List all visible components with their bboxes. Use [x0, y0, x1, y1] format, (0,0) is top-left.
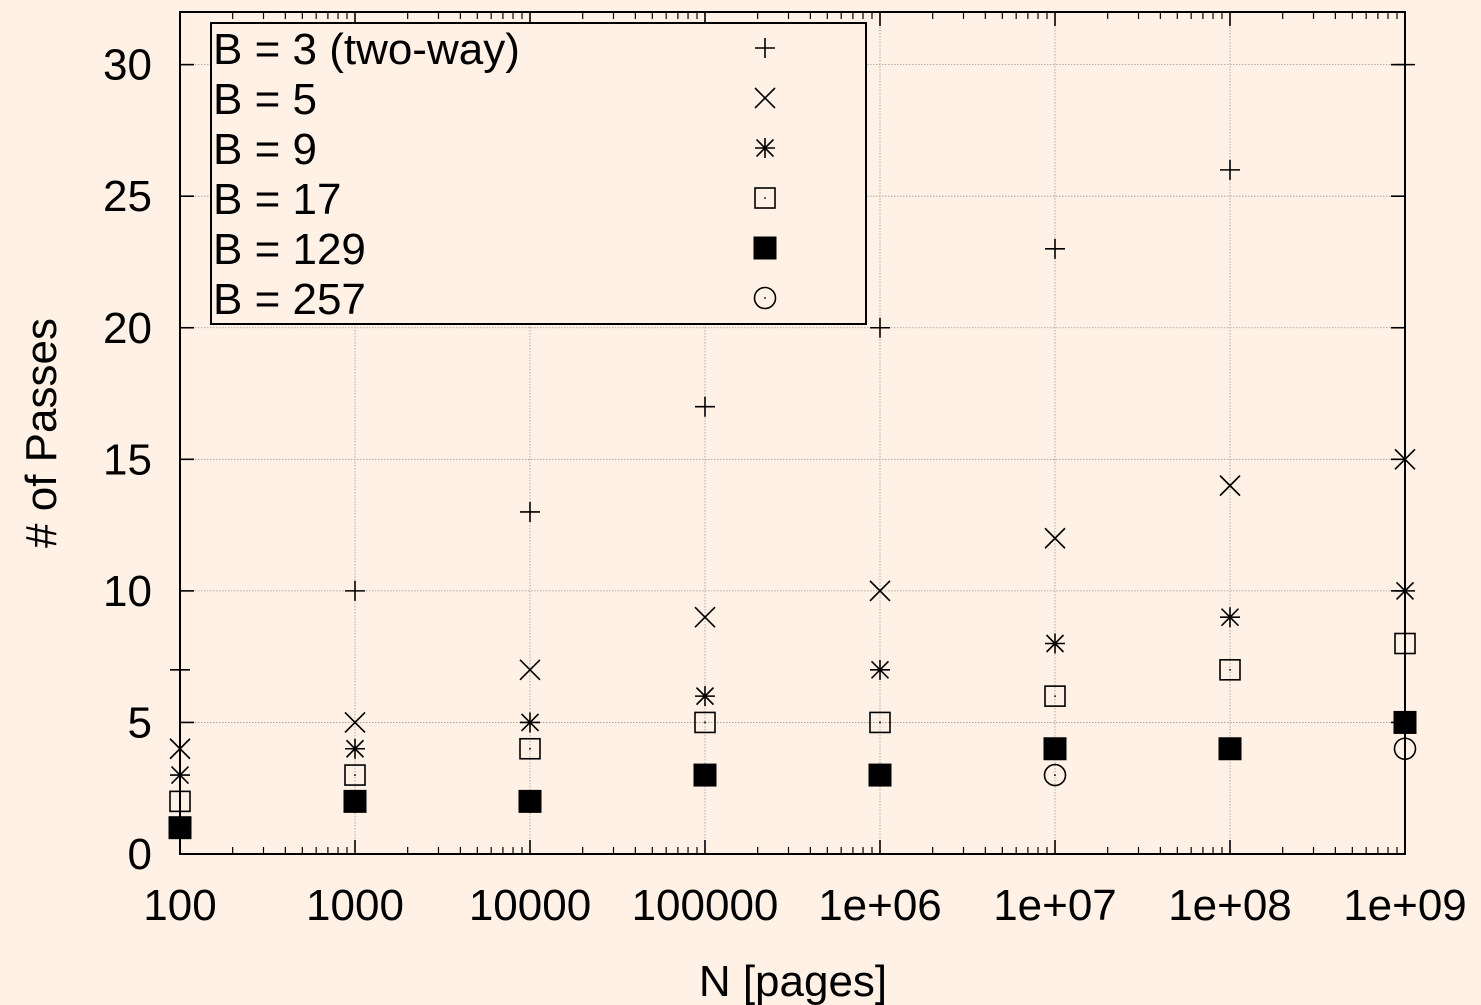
data-point: [695, 686, 715, 707]
x-tick-label: 1e+08: [1168, 881, 1292, 930]
x-tick-label: 100: [143, 881, 216, 930]
legend-label: B = 257: [213, 275, 366, 324]
x-tick-label: 1e+06: [818, 881, 942, 930]
y-tick-label: 15: [103, 435, 152, 484]
legend-marker: [753, 286, 777, 310]
data-point: [1045, 238, 1065, 259]
legend-marker: [753, 236, 777, 260]
y-axis: 0 5 10 15 20 25 30: [103, 41, 1405, 879]
data-point: [518, 790, 542, 813]
data-point: [694, 711, 716, 734]
data-point: [694, 606, 716, 628]
y-tick-label: 0: [128, 830, 152, 879]
data-point: [345, 738, 365, 759]
x-tick-label: 1000: [306, 881, 404, 930]
legend-marker: [755, 138, 775, 158]
x-tick-label: 1e+09: [1343, 881, 1467, 930]
data-point: [345, 580, 365, 601]
data-point: [344, 764, 366, 786]
legend: B = 3 (two-way)B = 5B = 9B = 17B = 129B …: [210, 22, 867, 325]
data-point: [1043, 737, 1067, 761]
data-point: [1045, 633, 1065, 654]
series-2: [169, 448, 1416, 760]
y-axis-title: # of Passes: [17, 318, 66, 548]
data-point: [695, 396, 715, 417]
legend-marker: [754, 187, 776, 209]
data-point: [1219, 475, 1241, 497]
legend-label: B = 129: [213, 225, 366, 274]
data-point: [870, 317, 890, 338]
y-tick-label: 20: [103, 304, 152, 353]
data-point: [1044, 685, 1066, 707]
y-tick-label: 5: [128, 698, 152, 747]
data-point: [869, 580, 891, 602]
data-point: [520, 712, 540, 733]
x-tick-label: 10000: [469, 881, 591, 930]
data-point: [519, 737, 541, 760]
legend-box: [210, 22, 867, 325]
x-tick-label: 100000: [632, 881, 779, 930]
x-tick-label: 1e+07: [993, 881, 1117, 930]
legend-label: B = 3 (two-way): [213, 25, 520, 74]
data-point: [519, 659, 541, 681]
legend-label: B = 17: [213, 175, 341, 224]
y-tick-label: 30: [103, 41, 152, 90]
legend-marker: [754, 87, 776, 109]
data-point: [1219, 659, 1241, 681]
y-tick-label: 25: [103, 172, 152, 221]
data-point: [1218, 737, 1242, 761]
series-1: [170, 54, 1415, 680]
x-axis: 100 1000 10000 100000 1e+06 1e+07 1e+08 1e+09: [143, 12, 1467, 930]
data-point: [1043, 763, 1067, 787]
data-point: [693, 763, 717, 787]
legend-marker: [755, 38, 775, 58]
y-tick-label: 10: [103, 567, 152, 616]
data-point: [868, 763, 892, 787]
series-5: [168, 710, 1417, 840]
data-point: [1044, 527, 1066, 549]
x-axis-title: N [pages]: [699, 957, 887, 1005]
plot-area: [168, 54, 1417, 840]
data-point: [344, 711, 366, 734]
plot-frame: [179, 11, 1406, 855]
data-point: [520, 501, 540, 522]
data-point: [870, 659, 890, 680]
legend-label: B = 9: [213, 125, 317, 174]
data-point: [1220, 607, 1240, 628]
data-point: [1220, 159, 1240, 180]
legend-label: B = 5: [213, 75, 317, 124]
data-point: [343, 790, 367, 813]
data-point: [869, 711, 891, 734]
